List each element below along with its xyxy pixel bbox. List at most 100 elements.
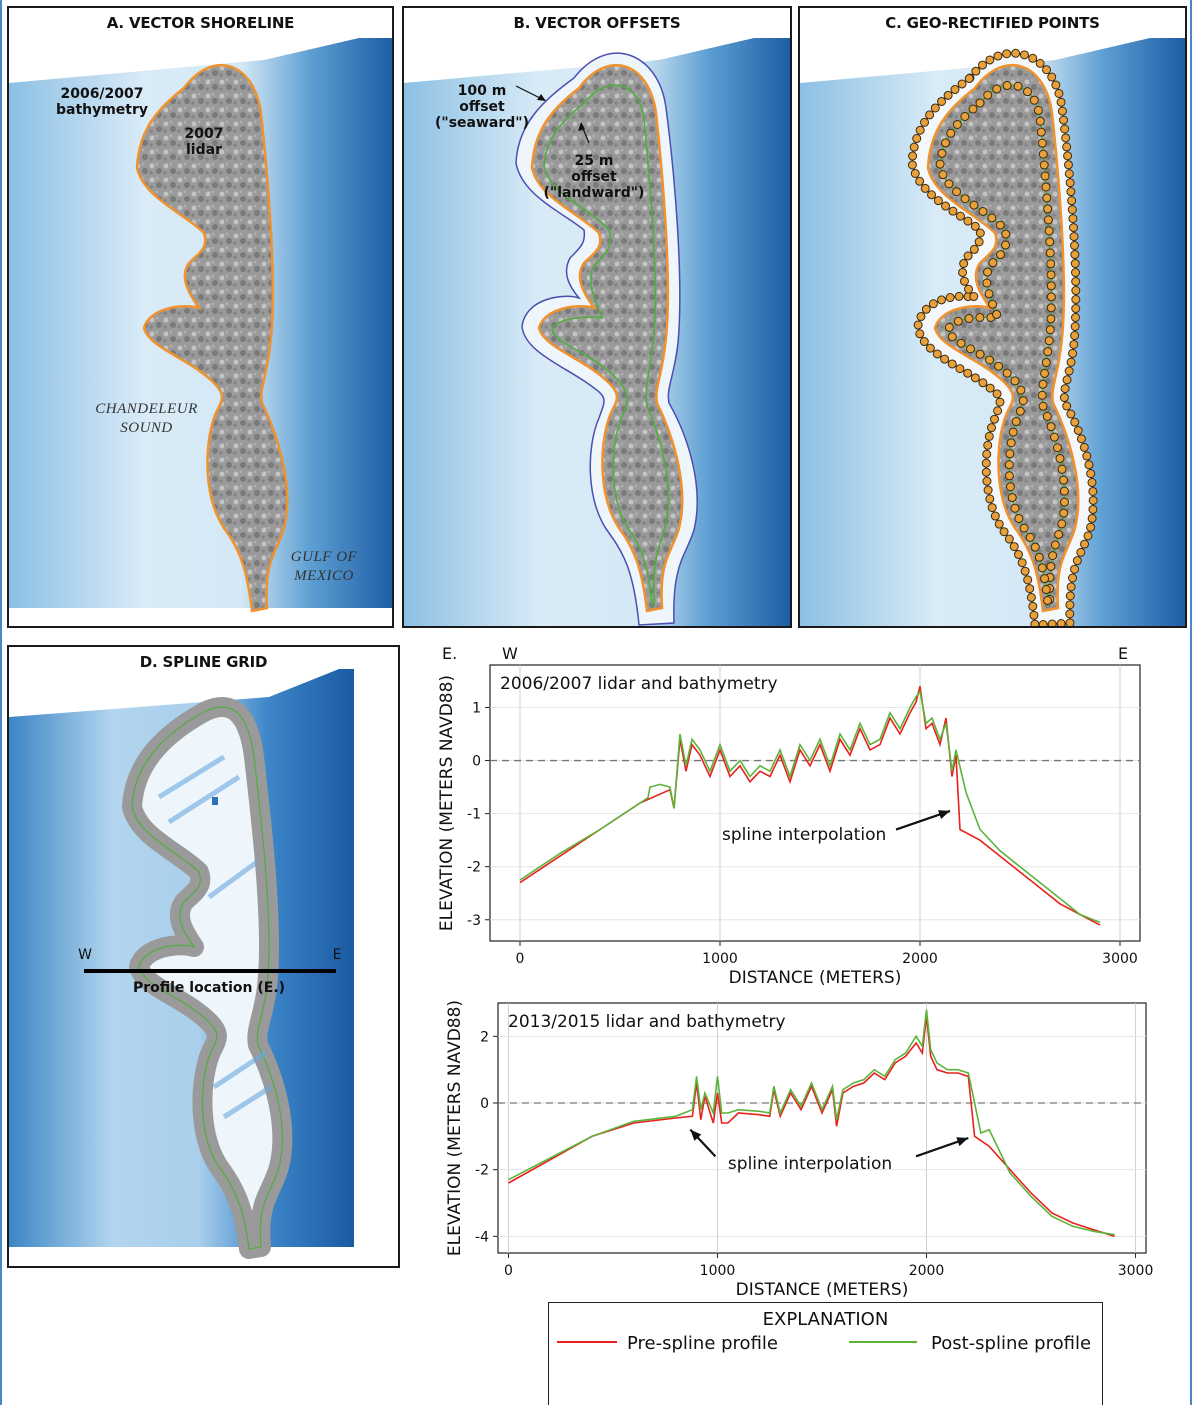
spline-annotation: spline interpolation: [728, 1154, 892, 1174]
geo-point: [999, 527, 1009, 537]
geo-point: [1037, 563, 1047, 573]
geo-point: [1088, 486, 1098, 496]
geo-point: [982, 278, 992, 288]
geo-point: [1023, 575, 1033, 585]
x-tick-label: 3000: [1118, 1263, 1154, 1279]
geo-point: [1046, 422, 1056, 432]
geo-point: [1015, 406, 1025, 416]
geo-point: [989, 414, 999, 424]
y-tick-label: -2: [475, 1163, 489, 1179]
geo-point: [1025, 532, 1035, 542]
geo-point: [1082, 451, 1092, 461]
geo-point: [1046, 281, 1056, 291]
geo-point: [937, 295, 947, 305]
geo-point: [959, 276, 969, 286]
geo-point: [1046, 259, 1056, 269]
geo-point: [964, 284, 974, 294]
bathymetry-label: 2006/2007 bathymetry: [55, 86, 149, 118]
geo-point: [1069, 232, 1079, 242]
geo-point: [945, 293, 955, 303]
geo-point: [1001, 240, 1011, 250]
panel-b: B. VECTOR OFFSETS 100 m offset ("seaward…: [402, 6, 792, 628]
geo-point: [1002, 368, 1012, 378]
pre-spline-line: [519, 686, 1101, 926]
panel-c-map: [800, 38, 1185, 626]
legend-post-swatch: [849, 1341, 917, 1343]
geo-point: [983, 90, 993, 100]
geo-point: [1054, 88, 1064, 98]
x-tick-label: 3000: [1102, 951, 1138, 967]
geo-point: [1070, 259, 1080, 269]
panel-d-title: D. SPLINE GRID: [139, 653, 268, 671]
geo-point: [915, 125, 925, 135]
geo-point: [921, 304, 931, 314]
geo-point: [1043, 347, 1053, 357]
geo-point: [1002, 49, 1012, 59]
chandeleur-sound-label: CHANDELEUR SOUND: [95, 401, 198, 436]
geo-point: [1057, 106, 1067, 116]
geo-point: [1065, 618, 1075, 626]
geo-point: [960, 194, 970, 204]
geo-point: [984, 289, 994, 299]
geo-point: [995, 220, 1005, 230]
gulf-of-mexico-label: GULF OF MEXICO: [290, 549, 358, 584]
geo-point: [969, 244, 979, 254]
panel-c-title: C. GEO-RECTIFIED POINTS: [885, 14, 1100, 32]
geo-point: [992, 84, 1002, 94]
geo-point: [932, 349, 942, 359]
geo-point: [970, 373, 980, 383]
geo-point: [1086, 469, 1096, 479]
geo-point: [1056, 619, 1066, 626]
geo-point: [975, 228, 985, 238]
geo-point: [1068, 223, 1078, 233]
geo-point: [1068, 573, 1078, 583]
geo-point: [940, 138, 950, 148]
y-axis-label: ELEVATION (METERS NAVD88): [445, 1000, 465, 1256]
geo-point: [975, 312, 985, 322]
geo-point: [1004, 471, 1014, 481]
x-tick-label: 2000: [902, 951, 938, 967]
geo-point: [978, 206, 988, 216]
geo-point: [1013, 81, 1023, 91]
panel-e-letter: E.: [442, 644, 458, 663]
y-axis-label: ELEVATION (METERS NAVD88): [438, 675, 457, 931]
geo-point: [995, 397, 1005, 407]
geo-point: [947, 359, 957, 369]
geo-point: [1029, 95, 1039, 105]
geo-point: [985, 494, 995, 504]
geo-point: [1043, 215, 1053, 225]
lidar-label: 2007 lidar: [184, 126, 224, 158]
geo-point: [948, 206, 958, 216]
geo-point: [987, 503, 997, 513]
x-axis-label: DISTANCE (METERS): [729, 968, 902, 988]
geo-point: [1084, 460, 1094, 470]
y-tick-label: 0: [472, 754, 481, 770]
geo-point: [1044, 336, 1054, 346]
geo-point: [1046, 270, 1056, 280]
x-tick-label: 2000: [909, 1263, 945, 1279]
geo-point: [1011, 416, 1021, 426]
geo-point: [1046, 314, 1056, 324]
geo-point: [969, 200, 979, 210]
geo-point: [1055, 453, 1065, 463]
chart-title: 2013/2015 lidar and bathymetry: [508, 1012, 786, 1032]
x-tick-label: 0: [516, 951, 525, 967]
geo-point: [1013, 550, 1023, 560]
geo-point: [1071, 313, 1081, 323]
geo-point: [909, 142, 919, 152]
geo-point: [974, 237, 984, 247]
geo-point: [1059, 115, 1069, 125]
geo-point: [1023, 87, 1033, 97]
geo-point: [993, 51, 1003, 61]
geo-point: [992, 309, 1002, 319]
geo-point: [955, 364, 965, 374]
legend: EXPLANATION Pre-spline profile Post-spli…: [548, 1302, 1103, 1405]
geo-point: [978, 378, 988, 388]
panel-b-map: [404, 38, 790, 626]
geo-point: [958, 267, 968, 277]
geo-rectified-points: [907, 48, 1098, 626]
geo-point: [992, 389, 1002, 399]
geo-point: [969, 292, 979, 302]
panel-e-east: E: [1118, 644, 1129, 663]
geo-point: [1017, 558, 1027, 568]
